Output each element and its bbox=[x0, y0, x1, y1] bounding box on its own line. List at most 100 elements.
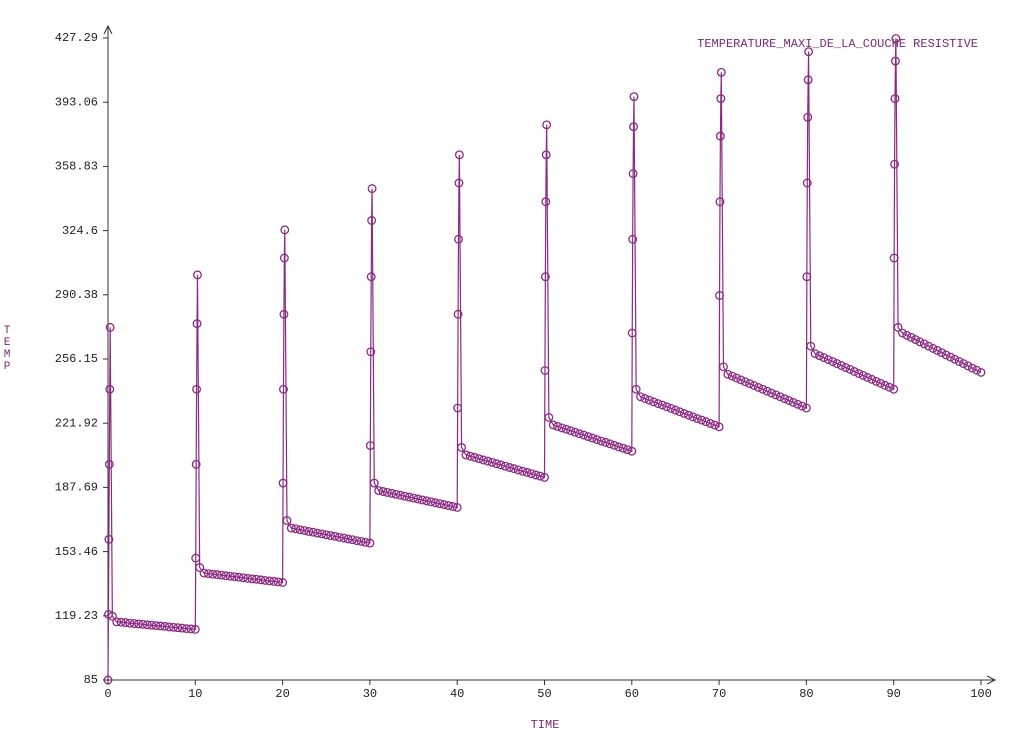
data-point bbox=[628, 234, 638, 244]
y-tick-label: 324.6 bbox=[62, 224, 98, 238]
data-point bbox=[561, 424, 571, 434]
data-point bbox=[937, 348, 947, 358]
data-point bbox=[304, 527, 314, 536]
data-point bbox=[548, 420, 558, 430]
data-point bbox=[629, 122, 638, 132]
data-point bbox=[374, 486, 384, 496]
data-point bbox=[134, 619, 144, 629]
data-point bbox=[849, 367, 859, 376]
x-tick-label: 60 bbox=[625, 687, 639, 701]
data-point bbox=[854, 369, 864, 378]
data-point bbox=[715, 197, 725, 207]
data-point bbox=[352, 536, 362, 546]
data-point bbox=[705, 418, 715, 428]
data-point bbox=[191, 553, 201, 563]
data-point bbox=[972, 365, 982, 375]
x-tick-label: 50 bbox=[537, 687, 551, 701]
data-point bbox=[880, 380, 890, 390]
data-point bbox=[540, 366, 550, 375]
data-point bbox=[762, 386, 772, 396]
data-point bbox=[461, 450, 471, 460]
data-point bbox=[138, 619, 148, 629]
data-point bbox=[125, 618, 135, 628]
data-point bbox=[426, 497, 436, 507]
data-point bbox=[715, 291, 724, 300]
data-point bbox=[541, 197, 551, 207]
data-point bbox=[105, 322, 115, 332]
data-point bbox=[160, 621, 170, 631]
data-point bbox=[784, 396, 794, 405]
data-point bbox=[496, 460, 506, 470]
data-point bbox=[915, 337, 925, 347]
data-point bbox=[155, 621, 165, 631]
data-point bbox=[365, 441, 375, 450]
data-point bbox=[716, 94, 726, 104]
data-point bbox=[732, 373, 742, 383]
data-point bbox=[103, 675, 113, 685]
data-point bbox=[890, 56, 900, 66]
data-point bbox=[454, 234, 463, 244]
data-point bbox=[278, 478, 288, 488]
data-point bbox=[941, 350, 951, 360]
data-point bbox=[112, 617, 122, 627]
data-point bbox=[278, 578, 288, 587]
data-point bbox=[452, 502, 462, 512]
data-point bbox=[430, 498, 440, 508]
data-point bbox=[542, 120, 552, 130]
data-point bbox=[193, 270, 202, 280]
data-point bbox=[474, 454, 484, 464]
data-point bbox=[928, 343, 938, 353]
data-point bbox=[804, 47, 814, 57]
x-tick-label: 90 bbox=[886, 687, 900, 701]
y-tick-label: 256.15 bbox=[55, 352, 98, 366]
data-point bbox=[889, 253, 899, 263]
data-point bbox=[199, 568, 209, 578]
data-point bbox=[453, 403, 463, 413]
data-point bbox=[234, 572, 244, 582]
data-point bbox=[104, 459, 114, 469]
data-point bbox=[308, 527, 318, 537]
data-point bbox=[487, 457, 497, 467]
data-point bbox=[609, 440, 619, 450]
data-point bbox=[280, 225, 290, 235]
data-point bbox=[780, 394, 790, 404]
data-point bbox=[396, 490, 405, 500]
data-point bbox=[243, 573, 253, 583]
data-point bbox=[959, 359, 968, 369]
data-point bbox=[104, 534, 114, 544]
data-point bbox=[366, 272, 376, 282]
data-point bbox=[753, 382, 763, 392]
data-point bbox=[116, 617, 126, 627]
data-point bbox=[596, 436, 606, 446]
data-point bbox=[169, 622, 178, 632]
data-point bbox=[570, 427, 580, 437]
data-point bbox=[802, 178, 812, 188]
data-point bbox=[583, 432, 593, 441]
data-point bbox=[891, 34, 901, 43]
data-point bbox=[876, 378, 886, 388]
data-point bbox=[522, 467, 532, 477]
data-point bbox=[919, 339, 929, 349]
data-point bbox=[716, 67, 726, 77]
data-point bbox=[365, 538, 375, 548]
data-point bbox=[622, 445, 632, 455]
data-point bbox=[906, 332, 916, 342]
data-point bbox=[697, 415, 707, 425]
data-point bbox=[841, 363, 851, 372]
data-point bbox=[823, 355, 833, 365]
data-point bbox=[950, 354, 960, 364]
data-point bbox=[269, 576, 279, 586]
y-axis-arrow bbox=[103, 24, 113, 35]
data-point bbox=[367, 216, 377, 225]
data-point bbox=[954, 357, 964, 366]
series-line bbox=[107, 38, 982, 681]
x-tick-label: 30 bbox=[363, 687, 377, 701]
data-point bbox=[400, 491, 410, 501]
data-point bbox=[867, 374, 877, 384]
data-point bbox=[649, 397, 659, 407]
data-point bbox=[191, 459, 201, 469]
data-point bbox=[435, 499, 445, 509]
data-point bbox=[500, 461, 510, 471]
